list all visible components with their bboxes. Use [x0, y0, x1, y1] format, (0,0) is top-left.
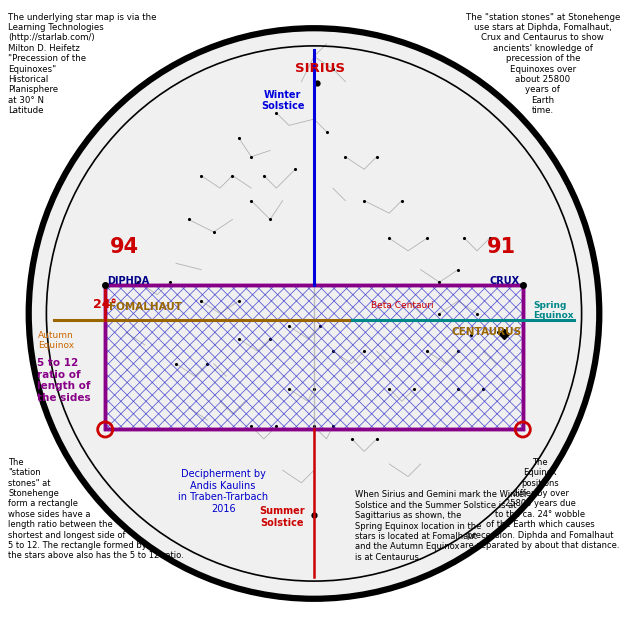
- Text: The underlying star map is via the
Learning Technologies
(http://starlab.com/)
M: The underlying star map is via the Learn…: [8, 13, 156, 115]
- Text: 91: 91: [487, 237, 516, 257]
- Text: The
Equinox
positions
differ by over
25800 years due
to the ca. 24° wobble
of th: The Equinox positions differ by over 258…: [460, 458, 620, 550]
- Text: Spring
Equinox: Spring Equinox: [533, 301, 574, 320]
- Text: The "station stones" at Stonehenge
use stars at Diphda, Fomalhaut,
Crux and Cent: The "station stones" at Stonehenge use s…: [465, 13, 620, 115]
- Text: DIPHDA: DIPHDA: [107, 276, 149, 286]
- Text: CENTAURUS: CENTAURUS: [452, 327, 522, 337]
- Text: When Sirius and Gemini mark the Winter
Solstice and the Summer Solstice is at
Sa: When Sirius and Gemini mark the Winter S…: [355, 490, 528, 562]
- Text: Summer
Solstice: Summer Solstice: [259, 507, 305, 528]
- Text: Decipherment by
Andis Kaulins
in Traben-Trarbach
2016: Decipherment by Andis Kaulins in Traben-…: [178, 469, 268, 514]
- Text: FOMALHAUT: FOMALHAUT: [109, 302, 182, 312]
- Text: 24°: 24°: [94, 298, 117, 310]
- Circle shape: [29, 28, 599, 599]
- Bar: [106, 285, 522, 429]
- Text: 5 to 12
ratio of
length of
the sides: 5 to 12 ratio of length of the sides: [37, 358, 90, 403]
- Bar: [106, 285, 522, 429]
- Text: CRUX: CRUX: [490, 276, 519, 286]
- Text: Beta Centauri: Beta Centauri: [371, 302, 433, 310]
- Text: The
"station
stones" at
Stonehenge
form a rectangle
whose sides have a
length ra: The "station stones" at Stonehenge form …: [8, 458, 184, 561]
- Text: SIRIUS: SIRIUS: [295, 62, 345, 75]
- Text: 94: 94: [111, 237, 139, 257]
- Text: Winter
Solstice: Winter Solstice: [261, 90, 305, 111]
- Text: Autumn
Equinox: Autumn Equinox: [38, 331, 74, 350]
